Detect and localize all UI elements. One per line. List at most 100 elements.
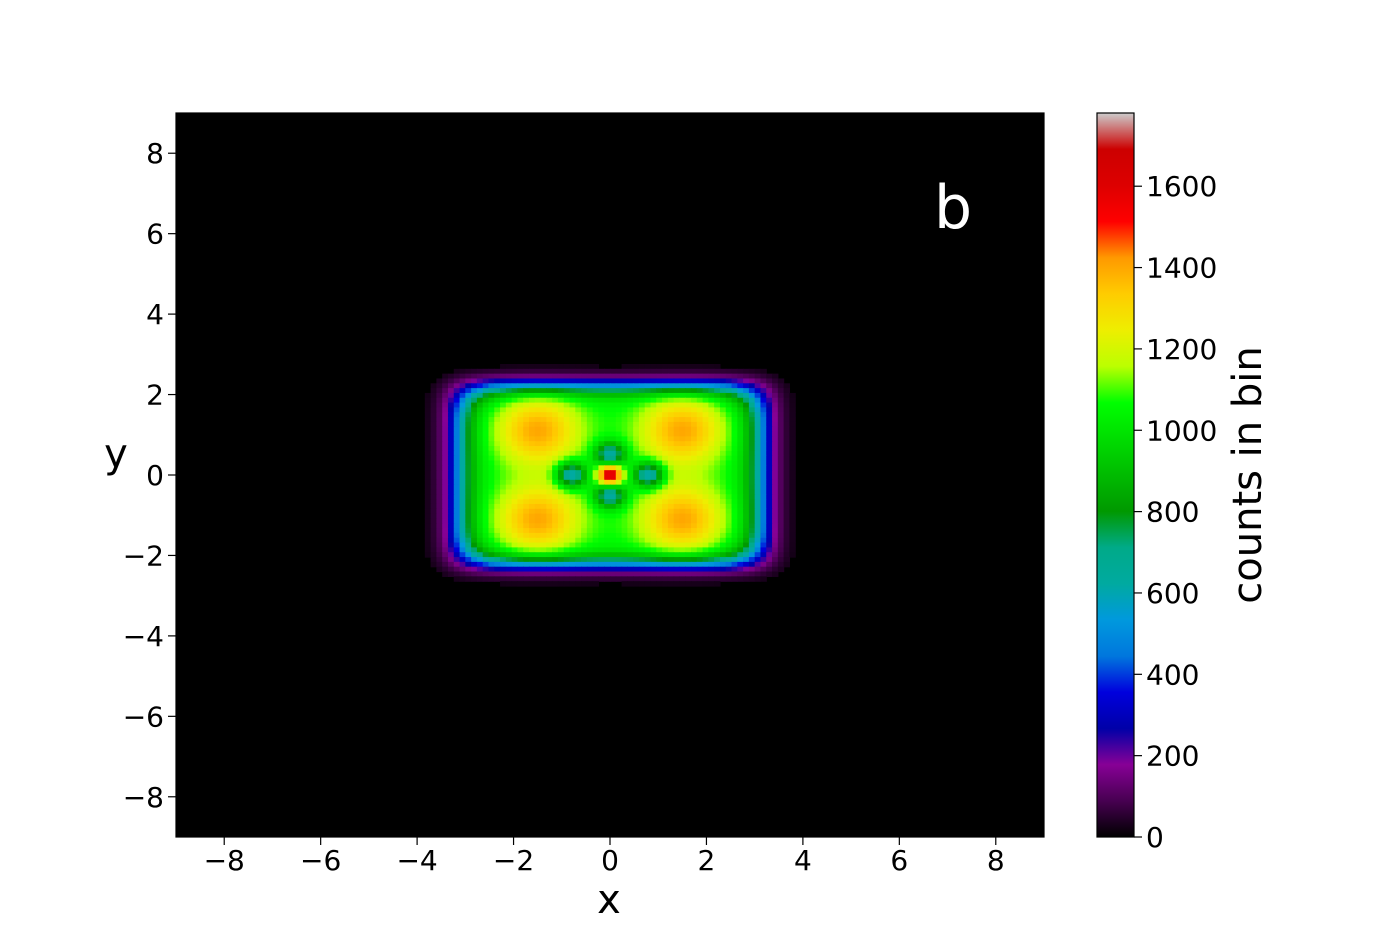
heat-cell: [627, 431, 634, 437]
heat-cell: [430, 407, 437, 413]
heat-cell: [760, 508, 767, 515]
heat-cell: [604, 503, 611, 510]
heat-cell: [552, 552, 559, 558]
heat-cell: [615, 571, 623, 577]
heat-cell: [673, 368, 681, 375]
heat-cell: [511, 373, 519, 380]
heat-cell: [604, 460, 611, 466]
heat-cell: [731, 426, 738, 433]
heat-cell: [471, 397, 478, 404]
heat-cell: [725, 513, 733, 520]
heat-cell: [644, 566, 652, 573]
heat-cell: [783, 417, 790, 423]
heat-cell: [459, 373, 466, 380]
heat-cell: [523, 397, 530, 404]
heat-cell: [575, 576, 582, 582]
heat-cell: [465, 441, 472, 447]
heat-cell: [702, 412, 709, 418]
heat-cell: [772, 388, 779, 394]
heat-cell: [708, 383, 715, 389]
heat-cell: [714, 499, 721, 505]
heat-cell: [604, 494, 611, 500]
heat-cell: [731, 537, 738, 544]
heat-cell: [447, 426, 455, 433]
heat-cell: [500, 450, 507, 457]
heat-cell: [500, 446, 507, 452]
heat-cell: [731, 460, 738, 466]
heat-cell: [447, 508, 455, 515]
heat-cell: [708, 494, 715, 500]
heat-cell: [598, 576, 605, 582]
heat-cell: [592, 557, 600, 563]
heat-cell: [430, 542, 437, 548]
heat-cell: [459, 489, 466, 495]
heat-cell: [650, 494, 657, 500]
heat-cell: [465, 475, 472, 481]
heat-cell: [500, 518, 507, 524]
heat-cell: [650, 489, 657, 495]
heat-cell: [581, 383, 588, 389]
heat-cell: [592, 426, 600, 433]
heat-cell: [696, 494, 704, 500]
heat-cell: [569, 378, 576, 384]
heat-cell: [644, 576, 652, 582]
heat-cell: [528, 489, 536, 495]
heat-cell: [453, 537, 461, 544]
heat-cell: [494, 412, 501, 418]
heat-cell: [586, 412, 594, 418]
heat-cell: [430, 494, 437, 500]
heat-cell: [500, 412, 507, 418]
heat-cell: [581, 489, 588, 495]
heat-cell: [789, 465, 796, 471]
heat-cell: [471, 421, 478, 428]
heat-cell: [714, 542, 721, 548]
heat-cell: [610, 552, 617, 558]
heat-cell: [569, 392, 576, 399]
heat-cell: [610, 494, 617, 500]
heat-cell: [471, 412, 478, 418]
heat-cell: [667, 397, 675, 404]
heat-cell: [494, 421, 501, 428]
heat-cell: [557, 494, 565, 500]
heat-cell: [650, 571, 657, 577]
heat-cell: [517, 499, 524, 505]
heat-cell: [644, 547, 652, 553]
heat-cell: [644, 402, 652, 409]
heat-cell: [505, 494, 513, 500]
heat-cell: [552, 402, 559, 409]
heat-cell: [702, 470, 709, 476]
heat-cell: [482, 417, 490, 423]
heat-cell: [766, 412, 773, 418]
heat-cell: [725, 499, 733, 505]
heat-cell: [673, 465, 681, 471]
heat-cell: [656, 513, 663, 520]
heat-cell: [696, 479, 704, 486]
heat-cell: [633, 392, 640, 399]
heat-cell: [586, 402, 594, 409]
heat-cell: [453, 571, 461, 577]
heat-cell: [447, 455, 455, 462]
heat-cell: [621, 421, 628, 428]
heat-cell: [471, 479, 478, 486]
heat-cell: [569, 581, 576, 587]
heat-cell: [523, 479, 530, 486]
heat-cell: [581, 532, 588, 539]
heat-cell: [610, 475, 617, 481]
heat-cell: [598, 470, 605, 476]
heat-cell: [748, 378, 756, 384]
heat-cell: [777, 431, 785, 437]
heat-cell: [494, 552, 501, 558]
heat-cell: [719, 576, 727, 582]
heat-cell: [494, 475, 501, 481]
heat-cell: [656, 561, 663, 568]
heat-cell: [505, 363, 513, 370]
heat-cell: [453, 412, 461, 418]
heat-cell: [581, 441, 588, 447]
heat-cell: [592, 455, 600, 462]
heat-cell: [569, 450, 576, 457]
heat-cell: [534, 576, 542, 582]
heat-cell: [650, 518, 657, 524]
heat-cell: [708, 581, 715, 587]
heat-cell: [610, 542, 617, 548]
heat-cell: [667, 368, 675, 375]
